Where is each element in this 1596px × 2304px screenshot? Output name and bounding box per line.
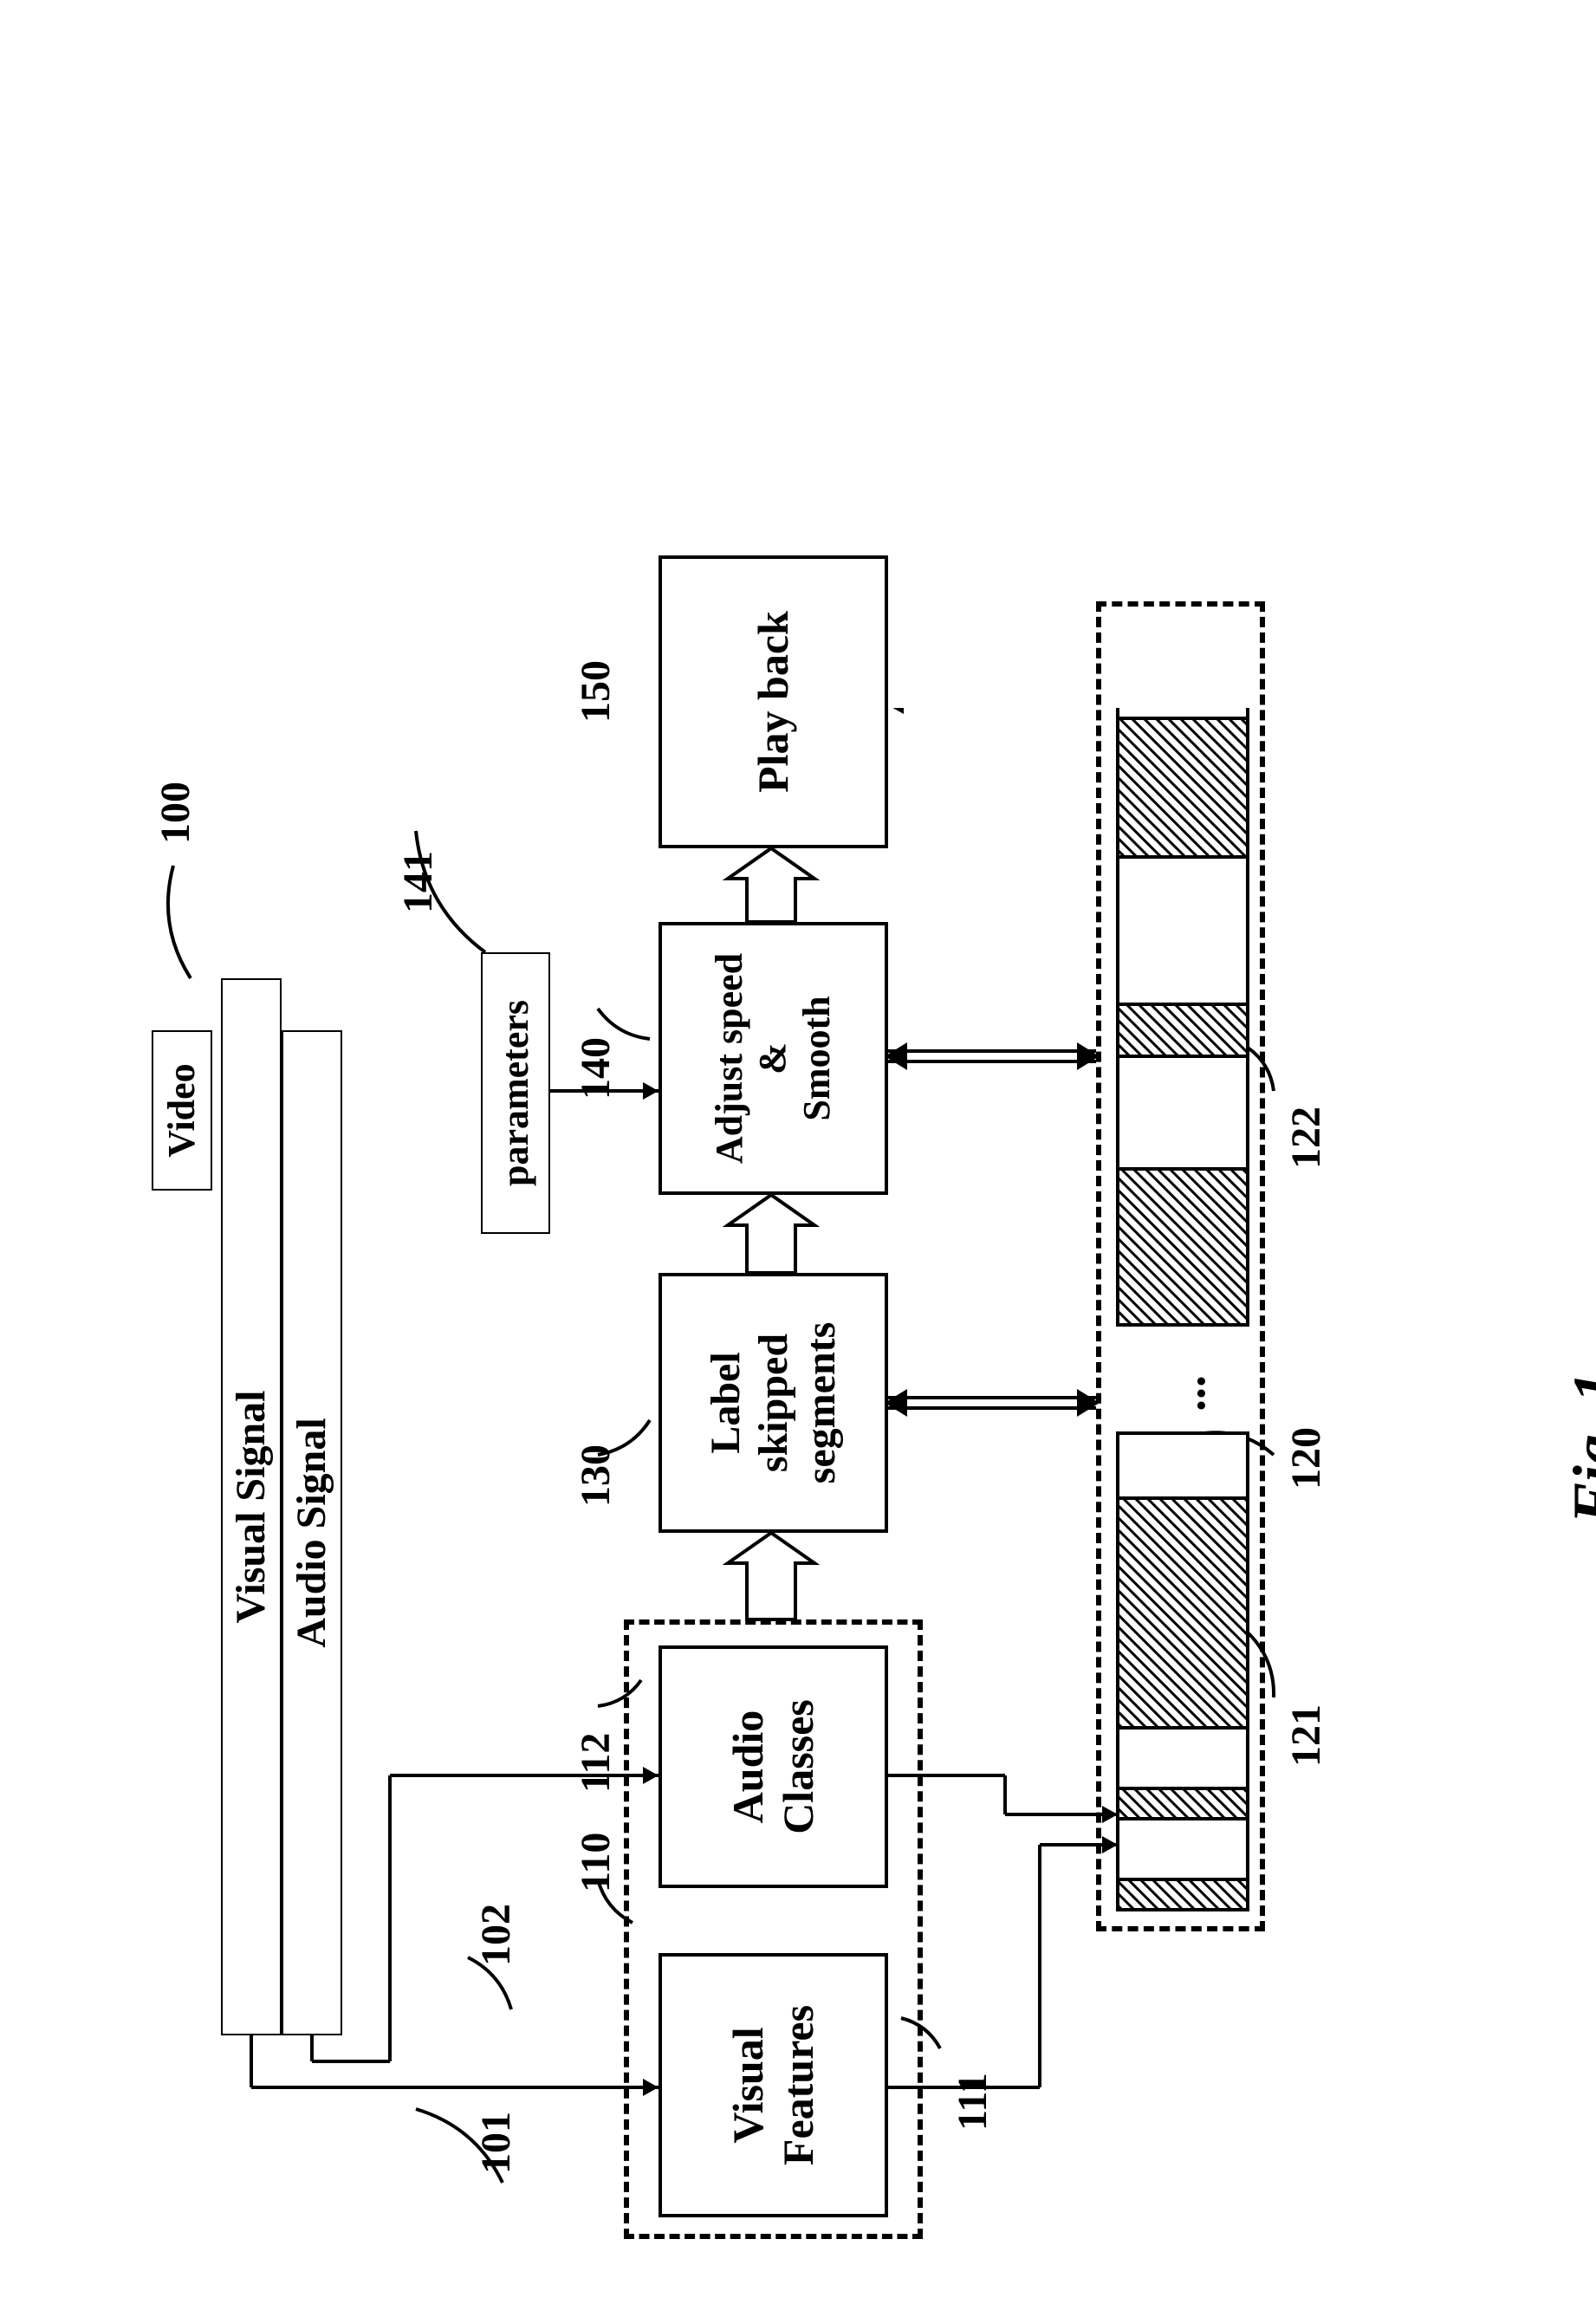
node-video: Video — [152, 1030, 212, 1191]
label-l141: 141 — [394, 851, 442, 913]
label-l130: 130 — [572, 1444, 620, 1507]
node-adjust_smooth: Adjust speed & Smooth — [659, 922, 888, 1195]
node-visual_signal: Visual Signal — [221, 978, 282, 2035]
figure-label: Fig. 1 — [1560, 1372, 1596, 1524]
label-l150: 150 — [572, 660, 620, 723]
node-audio_signal: Audio Signal — [282, 1030, 342, 2035]
label-l140: 140 — [572, 1037, 620, 1100]
segments-ellipsis: ... — [1161, 1375, 1216, 1412]
node-parameters: parameters — [481, 952, 550, 1234]
label-l120: 120 — [1282, 1427, 1330, 1489]
segments_group — [1096, 601, 1265, 1931]
label-l102: 102 — [472, 1904, 520, 1966]
label-l121: 121 — [1282, 1704, 1330, 1767]
label-l111: 111 — [949, 2073, 996, 2131]
node-playback: Play back — [659, 555, 888, 848]
label-l122: 122 — [1282, 1107, 1330, 1169]
node-label_skipped: Label skipped segments — [659, 1273, 888, 1533]
node-audio_classes: Audio Classes — [659, 1645, 888, 1888]
label-l101: 101 — [472, 2112, 520, 2174]
label-l100: 100 — [152, 782, 199, 844]
label-l110: 110 — [572, 1833, 620, 1892]
node-visual_features: Visual Features — [659, 1953, 888, 2217]
label-l112: 112 — [572, 1733, 620, 1793]
